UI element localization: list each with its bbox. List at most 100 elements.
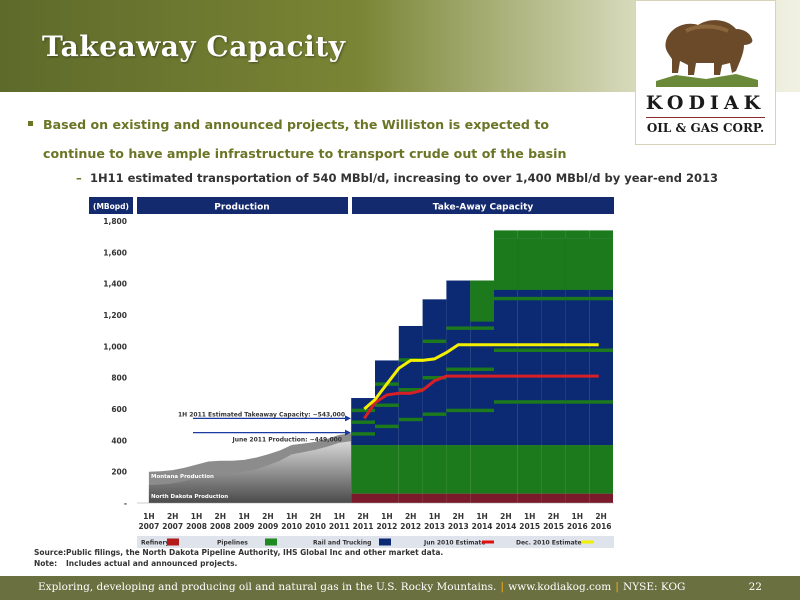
legend-label: Jun 2010 Estimate [423, 540, 486, 547]
refinery-bar [351, 494, 375, 503]
unit-label: (MBopd) [93, 202, 129, 211]
x-tick-year: 2013 [448, 522, 469, 531]
x-tick-year: 2009 [257, 522, 278, 531]
x-tick-year: 2014 [472, 522, 493, 531]
arrow-icon [345, 415, 351, 421]
pipelines-segment [375, 404, 399, 407]
pipelines-segment [542, 297, 566, 300]
refinery-bar [399, 494, 423, 503]
x-tick-half: 2H [310, 512, 322, 521]
pipelines-segment [589, 400, 613, 403]
refinery-bar [375, 494, 399, 503]
pipelines-segment [589, 238, 613, 290]
x-tick-year: 2010 [281, 522, 302, 531]
pipelines-segment [446, 368, 470, 371]
pipelines-segment [589, 297, 613, 300]
x-tick-half: 2H [548, 512, 560, 521]
production-header-label: Production [214, 203, 269, 213]
legend-label: Pipelines [217, 540, 248, 547]
x-tick-year: 2009 [234, 522, 255, 531]
footer-text: Exploring, developing and producing oil … [38, 581, 685, 593]
x-tick-half: 1H [476, 512, 488, 521]
x-tick-half: 1H [572, 512, 584, 521]
pipelines-segment [446, 409, 470, 412]
x-tick-half: 1H [334, 512, 346, 521]
x-tick-year: 2015 [543, 522, 564, 531]
y-tick-label: 1,800 [103, 217, 127, 226]
x-tick-year: 2008 [186, 522, 207, 531]
x-tick-year: 2014 [495, 522, 516, 531]
pipelines-segment [589, 349, 613, 352]
pipelines-upper-bar [565, 230, 589, 238]
x-tick-half: 1H [286, 512, 298, 521]
x-tick-half: 2H [500, 512, 512, 521]
pipelines-segment [494, 349, 518, 352]
x-tick-half: 1H [143, 512, 155, 521]
y-tick-label: 1,600 [103, 248, 127, 257]
refinery-bar [446, 494, 470, 503]
x-tick-half: 2H [357, 512, 369, 521]
x-tick-year: 2013 [424, 522, 445, 531]
x-tick-half: 1H [191, 512, 203, 521]
pipelines-upper-bar [494, 230, 518, 238]
pipelines-segment [423, 412, 447, 415]
note-text: Includes actual and announced projects. [66, 559, 237, 568]
pipelines-segment [470, 368, 494, 371]
y-tick-label: 200 [111, 468, 127, 477]
source-text: Public filings, the North Dakota Pipelin… [66, 548, 443, 557]
x-tick-year: 2016 [591, 522, 612, 531]
pipelines-segment [565, 349, 589, 352]
pipelines-upper-bar [542, 230, 566, 238]
x-tick-year: 2012 [376, 522, 397, 531]
y-tick-label: 400 [111, 436, 127, 445]
pipelines-bar [351, 445, 375, 494]
y-tick-label: 1,200 [103, 311, 127, 320]
y-tick-label: 800 [111, 374, 127, 383]
capacity-header-label: Take-Away Capacity [433, 203, 534, 213]
pipelines-segment [494, 400, 518, 403]
x-tick-half: 1H [238, 512, 250, 521]
pipelines-bar [470, 445, 494, 494]
x-tick-year: 2016 [567, 522, 588, 531]
legend-label: Refinery [141, 540, 169, 547]
legend-swatch [379, 539, 391, 546]
pipelines-bar [518, 445, 542, 494]
x-tick-half: 1H [381, 512, 393, 521]
refinery-bar [494, 494, 518, 503]
footer-url[interactable]: www.kodiakog.com [508, 581, 611, 593]
rail-trucking-bar [446, 281, 470, 446]
legend-label: Dec. 2010 Estimate [516, 540, 582, 547]
footer-ticker: NYSE: KOG [623, 581, 685, 593]
pipelines-segment [494, 297, 518, 300]
x-tick-year: 2015 [519, 522, 540, 531]
pipelines-bar [446, 445, 470, 494]
x-tick-half: 2H [262, 512, 274, 521]
refinery-bar [589, 494, 613, 503]
y-tick-label: 600 [111, 405, 127, 414]
refinery-bar [542, 494, 566, 503]
refinery-bar [423, 494, 447, 503]
pipelines-bar [589, 445, 613, 494]
pipelines-segment [470, 281, 494, 322]
x-tick-year: 2012 [400, 522, 421, 531]
pipelines-segment [351, 420, 375, 423]
pipelines-bar [542, 445, 566, 494]
x-tick-year: 2011 [353, 522, 374, 531]
legend-swatch [167, 539, 179, 546]
refinery-bar [518, 494, 542, 503]
pipelines-segment [470, 326, 494, 329]
pipelines-upper-bar [589, 230, 613, 238]
legend-swatch [265, 539, 277, 546]
pipelines-bar [399, 445, 423, 494]
footer-separator: | [611, 581, 623, 593]
x-tick-year: 2008 [210, 522, 231, 531]
y-tick-label: 1,400 [103, 280, 127, 289]
pipelines-segment [399, 418, 423, 421]
legend-label: Rail and Trucking [313, 540, 371, 547]
pipelines-segment [542, 400, 566, 403]
x-tick-half: 2H [215, 512, 227, 521]
legend-line-swatch [582, 541, 594, 544]
rail-trucking-bar [399, 326, 423, 445]
pipelines-segment [518, 400, 542, 403]
